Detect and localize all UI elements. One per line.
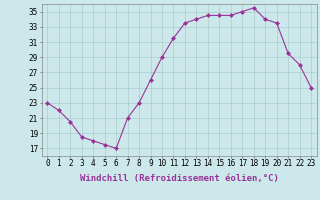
X-axis label: Windchill (Refroidissement éolien,°C): Windchill (Refroidissement éolien,°C) bbox=[80, 174, 279, 183]
